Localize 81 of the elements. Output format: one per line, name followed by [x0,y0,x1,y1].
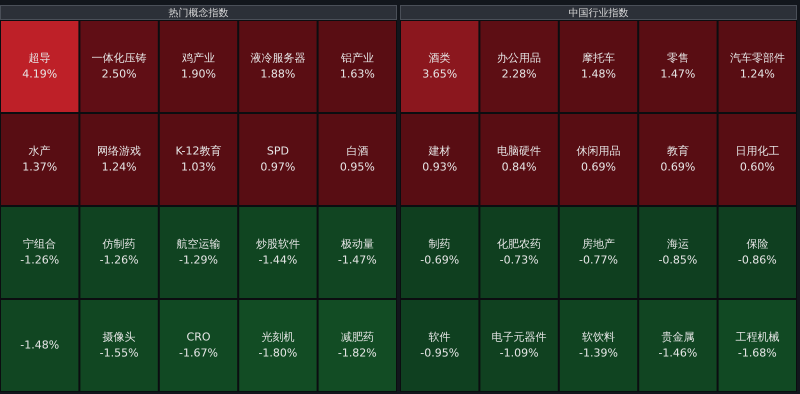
text: 中国行业指数 [400,5,797,20]
category-label: 液冷服务器 [250,51,306,64]
category-label: 保险 [746,237,768,250]
category-label: 摄像头 [102,330,136,344]
data-label: -1.46% [658,346,698,360]
data-label: 0.93% [422,160,458,174]
category-label: SPD [266,144,289,158]
category-label: 炒股软件 [256,237,300,250]
data-label: 1.47% [660,67,696,80]
data-label: -0.73% [500,253,539,266]
category-label: 铝产业 [340,51,374,64]
data-label: -0.95% [420,346,460,360]
category-label: 海运 [666,237,689,250]
data-label: -1.55% [100,346,139,360]
data-label: 0.69% [660,160,696,174]
data-label: 2.28% [502,67,537,80]
category-label: 光刻机 [261,330,294,344]
category-label: 房地产 [582,237,615,250]
category-label: 电脑硬件 [497,144,542,158]
data-label: -1.09% [500,346,539,360]
data-label: -1.26% [20,253,60,266]
data-label: -1.67% [179,346,218,360]
data-label: 0.84% [502,160,537,174]
category-label: 航空运输 [176,237,220,250]
data-label: 1.90% [181,67,216,80]
category-label: 化肥农药 [497,237,542,250]
data-label: 1.24% [102,160,137,174]
data-label: -0.69% [420,253,460,266]
category-label: 电子元器件 [492,330,547,344]
data-label: 1.24% [740,67,775,80]
category-label: 休闲用品 [576,144,620,158]
category-label: 工程机械 [735,330,780,344]
data-label: -1.82% [338,346,377,360]
category-label: 超导 [28,51,51,64]
category-label: 一体化压铸 [92,51,147,64]
category-label: 鸡产业 [181,51,215,64]
category-label: 日用化工 [735,144,780,158]
text: 热门概念指数 [0,5,397,20]
data-label: -1.48% [20,338,60,352]
category-label: 教育 [666,144,689,158]
data-label: 1.03% [181,160,216,174]
category-label: CRO [186,330,211,344]
data-label: 1.48% [581,67,616,80]
data-label: -0.77% [579,253,618,266]
category-label: 办公用品 [497,51,542,64]
data-label: -0.85% [658,253,698,266]
data-label: 0.95% [340,160,375,174]
data-label: -1.47% [338,253,377,266]
data-label: 0.97% [260,160,296,174]
category-label: 减肥药 [340,330,374,344]
category-label: 汽车零部件 [730,51,785,64]
category-label: 制药 [428,237,451,250]
data-label: 2.50% [102,67,137,80]
category-label: 摩托车 [582,51,615,64]
category-label: 酒类 [428,51,451,64]
data-label: 3.65% [422,67,458,80]
data-label: 4.19% [22,67,58,80]
category-label: 水产 [28,144,51,158]
data-label: -1.29% [179,253,218,266]
data-label: -1.80% [258,346,298,360]
category-label: 仿制药 [102,237,136,250]
category-label: 软件 [428,330,451,344]
category-label: 贵金属 [661,330,694,344]
category-label: 建材 [428,144,451,158]
category-label: 白酒 [346,144,368,158]
data-label: -1.44% [258,253,298,266]
data-label: -1.39% [579,346,618,360]
category-label: 零售 [666,51,689,64]
category-label: K-12教育 [175,144,222,158]
data-label: 1.88% [260,67,296,80]
data-label: -0.86% [738,253,777,266]
data-label: 0.69% [581,160,616,174]
data-label: 1.37% [22,160,58,174]
data-label: 1.63% [340,67,375,80]
data-label: -1.68% [738,346,777,360]
category-label: 网络游戏 [97,144,142,158]
category-label: 软饮料 [582,330,615,344]
data-label: 0.60% [740,160,775,174]
category-label: 宁组合 [23,237,56,250]
data-label: -1.26% [100,253,139,266]
category-label: 极动量 [340,237,374,250]
